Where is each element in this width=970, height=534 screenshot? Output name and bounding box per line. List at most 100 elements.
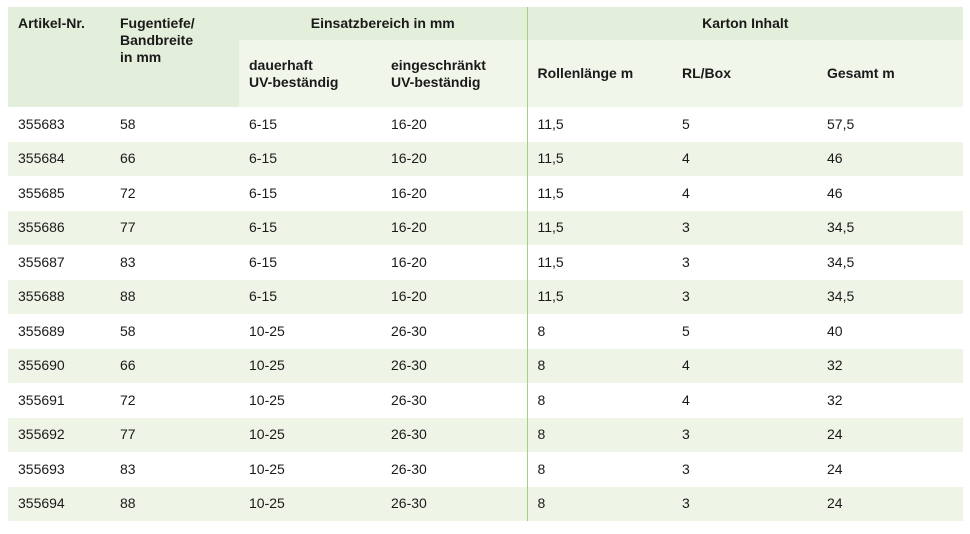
cell-rollenlaenge: 11,5 <box>526 279 672 314</box>
header-rollenlaenge: Rollenlänge m <box>526 40 672 107</box>
product-table: Artikel-Nr. Fugentiefe/ Bandbreite in mm… <box>8 7 964 521</box>
cell-eingeschraenkt: 26-30 <box>391 391 427 408</box>
cell-rollenlaenge: 8 <box>526 486 672 521</box>
cell-fugentiefe: 77 <box>110 417 239 452</box>
cell-dauerhaft: 6-15 <box>249 184 278 201</box>
cell-fugentiefe: 83 <box>120 253 136 270</box>
cell-fugentiefe: 58 <box>120 322 136 339</box>
cell-artikel-nr: 355689 <box>18 322 65 339</box>
cell-fugentiefe: 58 <box>120 115 136 132</box>
cell-gesamt: 34,5 <box>827 253 855 270</box>
cell-fugentiefe: 77 <box>110 210 239 245</box>
table-row: 355683 58 6-15 16-20 11,5 5 57,5 <box>8 107 963 142</box>
cell-dauerhaft: 10-25 <box>249 322 285 339</box>
cell-artikel-nr: 355684 <box>8 141 110 176</box>
cell-eingeschraenkt: 26-30 <box>381 417 527 452</box>
cell-eingeschraenkt: 16-20 <box>381 210 527 245</box>
cell-eingeschraenkt: 26-30 <box>381 486 527 521</box>
header-karton-inhalt: Karton Inhalt <box>526 7 964 40</box>
cell-artikel-nr: 355683 <box>18 115 65 132</box>
cell-rl-box: 5 <box>682 115 690 132</box>
cell-dauerhaft: 10-25 <box>239 348 381 383</box>
cell-rollenlaenge: 11,5 <box>526 141 672 176</box>
table-row: 355693 83 10-25 26-30 8 3 24 <box>8 452 963 487</box>
cell-artikel-nr: 355690 <box>8 348 110 383</box>
cell-rl-box: 4 <box>682 184 690 201</box>
table-row: 355692 77 10-25 26-30 8 3 24 <box>8 417 964 452</box>
cell-gesamt: 24 <box>817 486 964 521</box>
cell-rl-box: 3 <box>682 460 690 477</box>
cell-rl-box: 5 <box>682 322 690 339</box>
header-einsatzbereich: Einsatzbereich in mm <box>239 7 527 40</box>
cell-rl-box: 3 <box>672 210 817 245</box>
header-fugentiefe: Fugentiefe/ Bandbreite in mm <box>110 7 239 107</box>
cell-gesamt: 34,5 <box>817 279 964 314</box>
table-row: 355689 58 10-25 26-30 8 5 40 <box>8 314 963 349</box>
cell-dauerhaft: 6-15 <box>239 210 381 245</box>
header-gesamt: Gesamt m <box>817 40 964 107</box>
header-dauerhaft: dauerhaft UV-beständig <box>239 40 381 107</box>
cell-fugentiefe: 66 <box>110 141 239 176</box>
table-body: 355683 58 6-15 16-20 11,5 5 57,5 355684 66 6-15 16… <box>8 107 964 521</box>
cell-artikel-nr: 355685 <box>18 184 65 201</box>
header-artikel-nr: Artikel-Nr. <box>8 7 110 107</box>
cell-fugentiefe: 72 <box>120 184 136 201</box>
cell-dauerhaft: 10-25 <box>249 391 285 408</box>
table-row: 355688 88 6-15 16-20 11,5 3 34,5 <box>8 279 964 314</box>
table-row: 355684 66 6-15 16-20 11,5 4 46 <box>8 141 964 176</box>
table-row: 355690 66 10-25 26-30 8 4 32 <box>8 348 964 383</box>
cell-artikel-nr: 355686 <box>8 210 110 245</box>
cell-gesamt: 40 <box>827 322 843 339</box>
table-row: 355691 72 10-25 26-30 8 4 32 <box>8 383 963 418</box>
cell-gesamt: 34,5 <box>817 210 964 245</box>
cell-rl-box: 3 <box>682 253 690 270</box>
cell-artikel-nr: 355693 <box>18 460 65 477</box>
cell-rl-box: 4 <box>672 348 817 383</box>
cell-rollenlaenge: 11,5 <box>526 176 672 211</box>
cell-gesamt: 57,5 <box>827 115 855 132</box>
cell-gesamt: 32 <box>817 348 964 383</box>
cell-dauerhaft: 6-15 <box>249 115 278 132</box>
table-row: 355685 72 6-15 16-20 11,5 4 46 <box>8 176 963 211</box>
cell-eingeschraenkt: 16-20 <box>381 141 527 176</box>
cell-eingeschraenkt: 26-30 <box>381 348 527 383</box>
cell-fugentiefe: 83 <box>120 460 136 477</box>
cell-fugentiefe: 88 <box>110 486 239 521</box>
cell-rl-box: 3 <box>672 417 817 452</box>
cell-artikel-nr: 355694 <box>8 486 110 521</box>
cell-fugentiefe: 66 <box>110 348 239 383</box>
cell-eingeschraenkt: 16-20 <box>391 253 427 270</box>
cell-dauerhaft: 10-25 <box>249 460 285 477</box>
cell-dauerhaft: 6-15 <box>239 279 381 314</box>
cell-rollenlaenge: 8 <box>526 452 672 487</box>
cell-rollenlaenge: 8 <box>526 417 672 452</box>
header-rl-box: RL/Box <box>672 40 817 107</box>
cell-artikel-nr: 355692 <box>8 417 110 452</box>
cell-dauerhaft: 6-15 <box>239 141 381 176</box>
cell-rollenlaenge: 11,5 <box>526 107 672 142</box>
cell-gesamt: 46 <box>827 184 843 201</box>
cell-gesamt: 46 <box>817 141 964 176</box>
cell-dauerhaft: 10-25 <box>239 486 381 521</box>
cell-eingeschraenkt: 26-30 <box>391 322 427 339</box>
table-row: 355694 88 10-25 26-30 8 3 24 <box>8 486 964 521</box>
cell-gesamt: 24 <box>827 460 843 477</box>
cell-gesamt: 24 <box>817 417 964 452</box>
cell-artikel-nr: 355688 <box>8 279 110 314</box>
table-row: 355687 83 6-15 16-20 11,5 3 34,5 <box>8 245 963 280</box>
cell-fugentiefe: 88 <box>110 279 239 314</box>
cell-rollenlaenge: 8 <box>526 383 672 418</box>
cell-artikel-nr: 355687 <box>18 253 65 270</box>
cell-rl-box: 3 <box>672 279 817 314</box>
header-eingeschraenkt: eingeschränkt UV-beständig <box>381 40 527 107</box>
cell-rollenlaenge: 8 <box>526 314 672 349</box>
cell-eingeschraenkt: 16-20 <box>391 184 427 201</box>
cell-rl-box: 3 <box>672 486 817 521</box>
cell-eingeschraenkt: 16-20 <box>391 115 427 132</box>
cell-eingeschraenkt: 16-20 <box>381 279 527 314</box>
cell-rollenlaenge: 11,5 <box>526 210 672 245</box>
cell-artikel-nr: 355691 <box>18 391 65 408</box>
cell-fugentiefe: 72 <box>120 391 136 408</box>
cell-eingeschraenkt: 26-30 <box>391 460 427 477</box>
cell-rl-box: 4 <box>682 391 690 408</box>
